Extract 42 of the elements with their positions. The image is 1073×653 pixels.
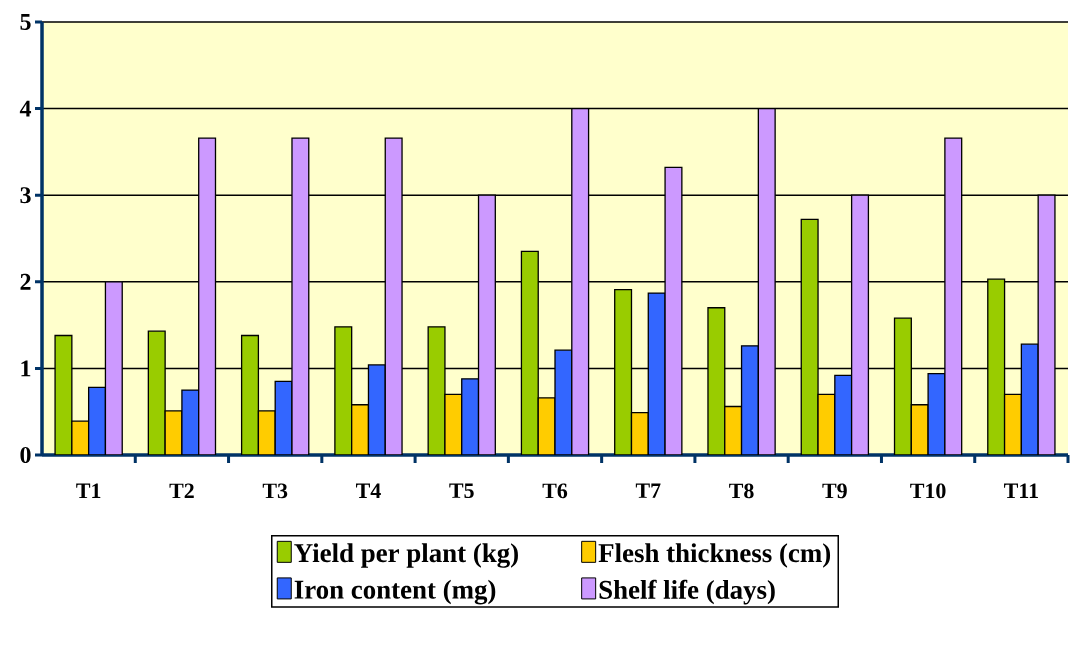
bar: [351, 404, 370, 455]
bar: [834, 374, 853, 455]
bar: [614, 288, 633, 455]
x-tick-label: T9: [822, 483, 847, 499]
bar: [740, 345, 759, 455]
y-tick-label: 3: [20, 187, 31, 204]
x-tick-label: T1: [76, 483, 101, 498]
bar: [104, 281, 123, 455]
bar: [257, 410, 276, 455]
y-tick-label: 2: [20, 273, 31, 290]
x-tick-label: T6: [542, 483, 568, 499]
bar: [367, 364, 386, 455]
bar: [240, 334, 260, 455]
bar: [724, 405, 743, 455]
bar: [461, 378, 480, 455]
legend-label: Yield per plant (kg): [294, 543, 518, 568]
bar: [1020, 343, 1039, 455]
x-tick-label: T11: [1004, 483, 1038, 498]
x-tick-label: T7: [635, 483, 661, 498]
bar: [571, 107, 590, 455]
legend-label: Flesh thickness (cm): [598, 543, 831, 568]
bar: [477, 194, 496, 455]
x-tick-label: T3: [262, 483, 288, 499]
x-tick-label: T10: [910, 483, 946, 499]
x-tick-label: T2: [169, 483, 194, 499]
x-tick-label: T4: [356, 483, 381, 498]
x-tick-label: T5: [449, 483, 474, 499]
x-tick-label: T8: [729, 483, 754, 499]
bar: [850, 194, 870, 455]
bar: [893, 317, 912, 455]
bar: [1003, 393, 1023, 455]
bar: [88, 386, 107, 455]
y-tick-label: 0: [20, 446, 31, 464]
bar: [987, 278, 1006, 455]
y-tick-label: 1: [21, 360, 31, 377]
bar: [198, 137, 217, 455]
legend-label: Iron content (mg): [294, 579, 496, 605]
legend-label: Shelf life (days): [599, 579, 775, 605]
y-tick-label: 4: [19, 100, 32, 117]
bar: [630, 411, 649, 455]
y-tick-label: 5: [20, 14, 31, 30]
bar: [520, 250, 539, 455]
